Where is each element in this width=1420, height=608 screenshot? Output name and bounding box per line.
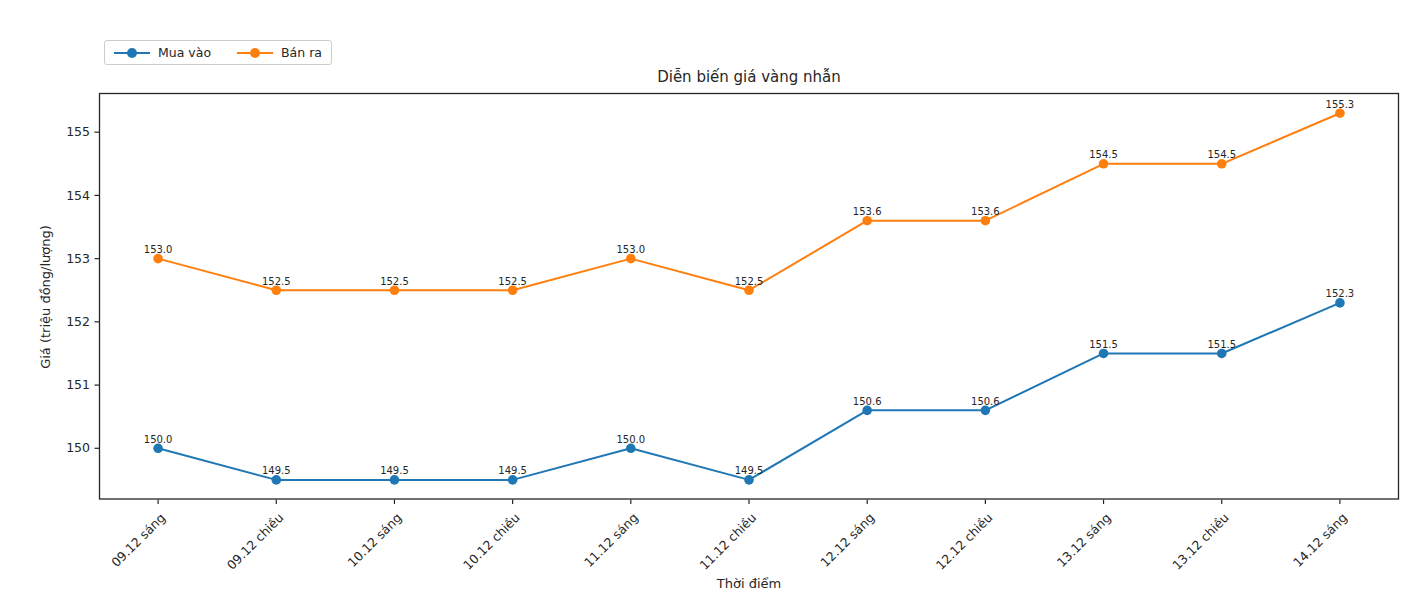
legend-dot [250,48,260,58]
y-tick-label: 151 [66,377,90,392]
data-point-label: 154.5 [1089,149,1118,160]
data-point [271,285,281,295]
data-point-label: 152.5 [262,276,291,287]
legend-item-0: Mua vào [114,45,211,60]
x-tick-label: 14.12 sáng [1290,510,1350,570]
chart-title: Diễn biến giá vàng nhẫn [99,68,1399,86]
data-point-label: 153.6 [853,206,882,217]
legend-label: Mua vào [158,45,211,60]
data-point-label: 152.3 [1326,288,1355,299]
data-point [508,475,518,485]
data-point-label: 150.6 [853,396,882,407]
data-point [1217,349,1227,359]
x-tick-label: 13.12 sáng [1054,510,1114,570]
data-point [153,254,163,264]
data-point [1335,108,1345,118]
series-line-0 [158,303,1340,480]
data-point-label: 149.5 [498,465,527,476]
data-point [744,285,754,295]
data-point-label: 152.5 [380,276,409,287]
data-point [153,443,163,453]
data-point [1099,159,1109,169]
x-tick-label: 10.12 sáng [345,510,405,570]
data-point-label: 155.3 [1326,99,1355,110]
data-point [1099,349,1109,359]
x-tick-label: 09.12 sáng [108,510,168,570]
data-point [862,406,872,416]
figure-canvas: 150 151 152 153 154 155 09.12 sáng 09.12 chiều 1… [0,0,1420,608]
data-point [981,406,991,416]
data-point [508,285,518,295]
y-tick-label: 154 [66,188,90,203]
data-point-label: 150.0 [144,434,173,445]
data-point-label: 151.5 [1089,339,1118,350]
data-point-label: 150.0 [616,434,645,445]
data-point [1217,159,1227,169]
data-point-label: 152.5 [498,276,527,287]
series-line-1 [158,113,1340,290]
legend: Mua vào Bán ra [104,40,332,65]
data-point-label: 153.6 [971,206,1000,217]
x-tick-label: 12.12 chiều [933,510,996,573]
legend-marker-icon [114,47,150,59]
data-point [626,254,636,264]
data-point [271,475,281,485]
data-point-label: 154.5 [1207,149,1236,160]
data-point [390,475,400,485]
legend-item-1: Bán ra [237,45,322,60]
x-tick-label: 11.12 sáng [581,510,641,570]
y-tick-label: 150 [66,440,90,455]
data-point-label: 153.0 [616,244,645,255]
y-tick-label: 152 [66,314,90,329]
y-tick-label: 155 [66,124,90,139]
data-point-label: 152.5 [735,276,764,287]
legend-dot [127,48,137,58]
data-point-label: 149.5 [262,465,291,476]
data-point-label: 150.6 [971,396,1000,407]
x-tick-label: 10.12 chiều [460,510,523,573]
data-point-label: 151.5 [1207,339,1236,350]
data-point [1335,298,1345,308]
legend-marker-icon [237,47,273,59]
x-axis-label: Thời điểm [99,576,1399,591]
plot-svg: 150 151 152 153 154 155 09.12 sáng 09.12 chiều 1… [0,0,1420,608]
legend-label: Bán ra [281,45,322,60]
data-point-label: 149.5 [735,465,764,476]
data-point [862,216,872,226]
y-axis-label: Giá (triệu đồng/lượng) [38,225,53,369]
y-tick-label: 153 [66,251,90,266]
data-point [744,475,754,485]
x-tick-label: 09.12 chiều [224,510,287,573]
data-point-label: 149.5 [380,465,409,476]
x-tick-label: 13.12 chiều [1169,510,1232,573]
x-tick-label: 12.12 sáng [817,510,877,570]
x-tick-label: 11.12 chiều [696,510,759,573]
data-point-label: 153.0 [144,244,173,255]
data-point [981,216,991,226]
data-point [626,443,636,453]
plot-border [100,94,1399,500]
data-point [390,285,400,295]
